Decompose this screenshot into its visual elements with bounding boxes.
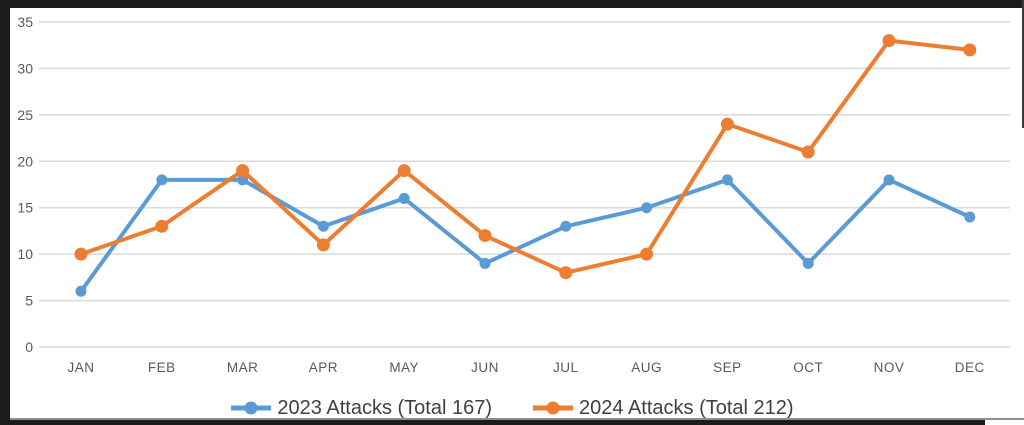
- y-tick-label: 25: [17, 107, 33, 123]
- data-point: [801, 145, 815, 159]
- data-point: [478, 229, 492, 243]
- x-tick-label: JUN: [471, 360, 499, 375]
- legend-item-2024: 2024 Attacks (Total 212): [532, 397, 794, 420]
- data-point: [720, 117, 734, 131]
- legend-marker-2024-icon: [532, 400, 574, 416]
- x-tick-label: MAR: [227, 360, 259, 375]
- x-tick-label: FEB: [148, 360, 176, 375]
- data-point: [560, 220, 572, 232]
- legend-label-2023: 2023 Attacks (Total 167): [277, 396, 492, 419]
- chart-legend: 2023 Attacks (Total 167) 2024 Attacks (T…: [0, 394, 1024, 422]
- legend-item-2023: 2023 Attacks (Total 167): [230, 397, 492, 420]
- data-point: [155, 219, 169, 233]
- y-axis-tick-labels: 0 5 10 15 20 25 30 35: [17, 14, 33, 355]
- x-tick-label: JUL: [553, 360, 579, 375]
- y-tick-label: 5: [25, 293, 33, 309]
- window-border-right: [1022, 0, 1024, 128]
- y-tick-label: 30: [17, 60, 33, 76]
- data-point: [963, 43, 977, 57]
- y-tick-label: 35: [17, 14, 33, 30]
- data-point: [479, 257, 491, 269]
- x-tick-label: SEP: [713, 360, 742, 375]
- series-line: [79, 177, 972, 294]
- data-point: [802, 257, 814, 269]
- x-tick-label: OCT: [793, 360, 823, 375]
- y-tick-label: 10: [17, 246, 33, 262]
- y-tick-label: 20: [17, 153, 33, 169]
- gridlines: [39, 21, 1010, 348]
- data-point: [316, 238, 330, 252]
- window-border-top: [0, 0, 1024, 8]
- data-point: [397, 164, 411, 178]
- y-tick-label: 0: [25, 339, 33, 355]
- data-point: [641, 202, 653, 214]
- x-tick-label: DEC: [955, 360, 985, 375]
- data-point: [398, 192, 410, 204]
- data-point: [883, 174, 895, 186]
- data-point: [721, 174, 733, 186]
- data-point: [74, 247, 88, 261]
- data-point: [237, 174, 249, 186]
- x-axis-category-labels: JAN FEB MAR APR MAY JUN JUL AUG SEP OCT NOV DEC: [67, 360, 984, 375]
- window-bottom-rule: [10, 418, 1024, 420]
- window-border-left: [0, 0, 10, 425]
- data-point: [156, 174, 168, 186]
- y-tick-label: 15: [17, 200, 33, 216]
- legend-label-2024: 2024 Attacks (Total 212): [579, 396, 794, 419]
- data-point: [640, 247, 654, 261]
- data-point: [317, 220, 329, 232]
- series-2024: [74, 34, 977, 280]
- series-line: [79, 38, 972, 275]
- x-tick-label: APR: [309, 360, 338, 375]
- data-point: [882, 34, 896, 48]
- x-tick-label: JAN: [67, 360, 94, 375]
- x-tick-label: NOV: [874, 360, 905, 375]
- data-point: [964, 211, 976, 223]
- data-point: [75, 285, 87, 297]
- data-point: [236, 164, 250, 178]
- data-point: [559, 266, 573, 280]
- x-tick-label: AUG: [631, 360, 662, 375]
- legend-marker-2023-icon: [230, 400, 272, 416]
- x-tick-label: MAY: [389, 360, 419, 375]
- window-border-bottom: [0, 420, 985, 425]
